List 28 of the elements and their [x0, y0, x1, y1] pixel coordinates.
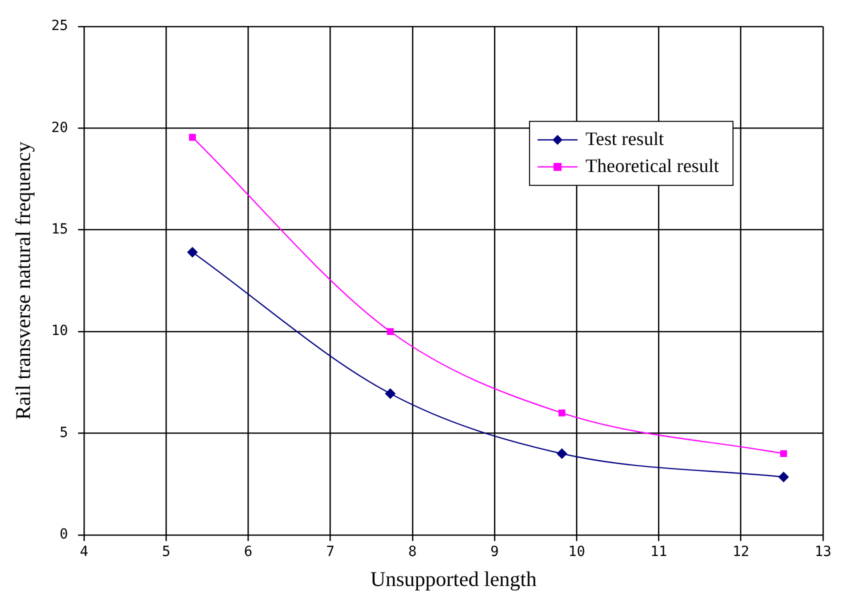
y-tick-label: 25: [51, 18, 68, 34]
x-tick-label: 9: [490, 544, 499, 560]
x-tick-label: 4: [80, 544, 88, 560]
x-tick-label: 11: [650, 544, 668, 560]
y-tick-label: 10: [51, 323, 68, 340]
x-tick-label: 7: [326, 544, 335, 560]
y-tick-label: 5: [60, 424, 68, 441]
x-tick-label: 6: [244, 544, 252, 560]
legend-label: Theoretical result: [586, 156, 720, 177]
y-tick-label: 0: [60, 526, 68, 543]
x-tick-label: 10: [568, 544, 586, 560]
x-tick-label: 5: [162, 544, 170, 560]
point: [558, 410, 566, 416]
y-tick-label: 15: [51, 221, 68, 238]
x-tick-label: 12: [732, 544, 750, 560]
point: [780, 450, 788, 458]
y-axis-title: Rail transverse natural frequency: [11, 141, 36, 420]
x-tick-label: 8: [408, 544, 417, 560]
point: [556, 448, 568, 459]
x-tick-label: 13: [814, 544, 832, 560]
legend-label: Test result: [586, 128, 665, 150]
point: [187, 247, 198, 258]
point: [385, 388, 396, 399]
x-axis-title: Unsupported length: [370, 566, 538, 591]
y-tick-label: 20: [51, 120, 68, 136]
point: [386, 328, 394, 335]
point: [189, 134, 196, 141]
point: [778, 472, 789, 482]
